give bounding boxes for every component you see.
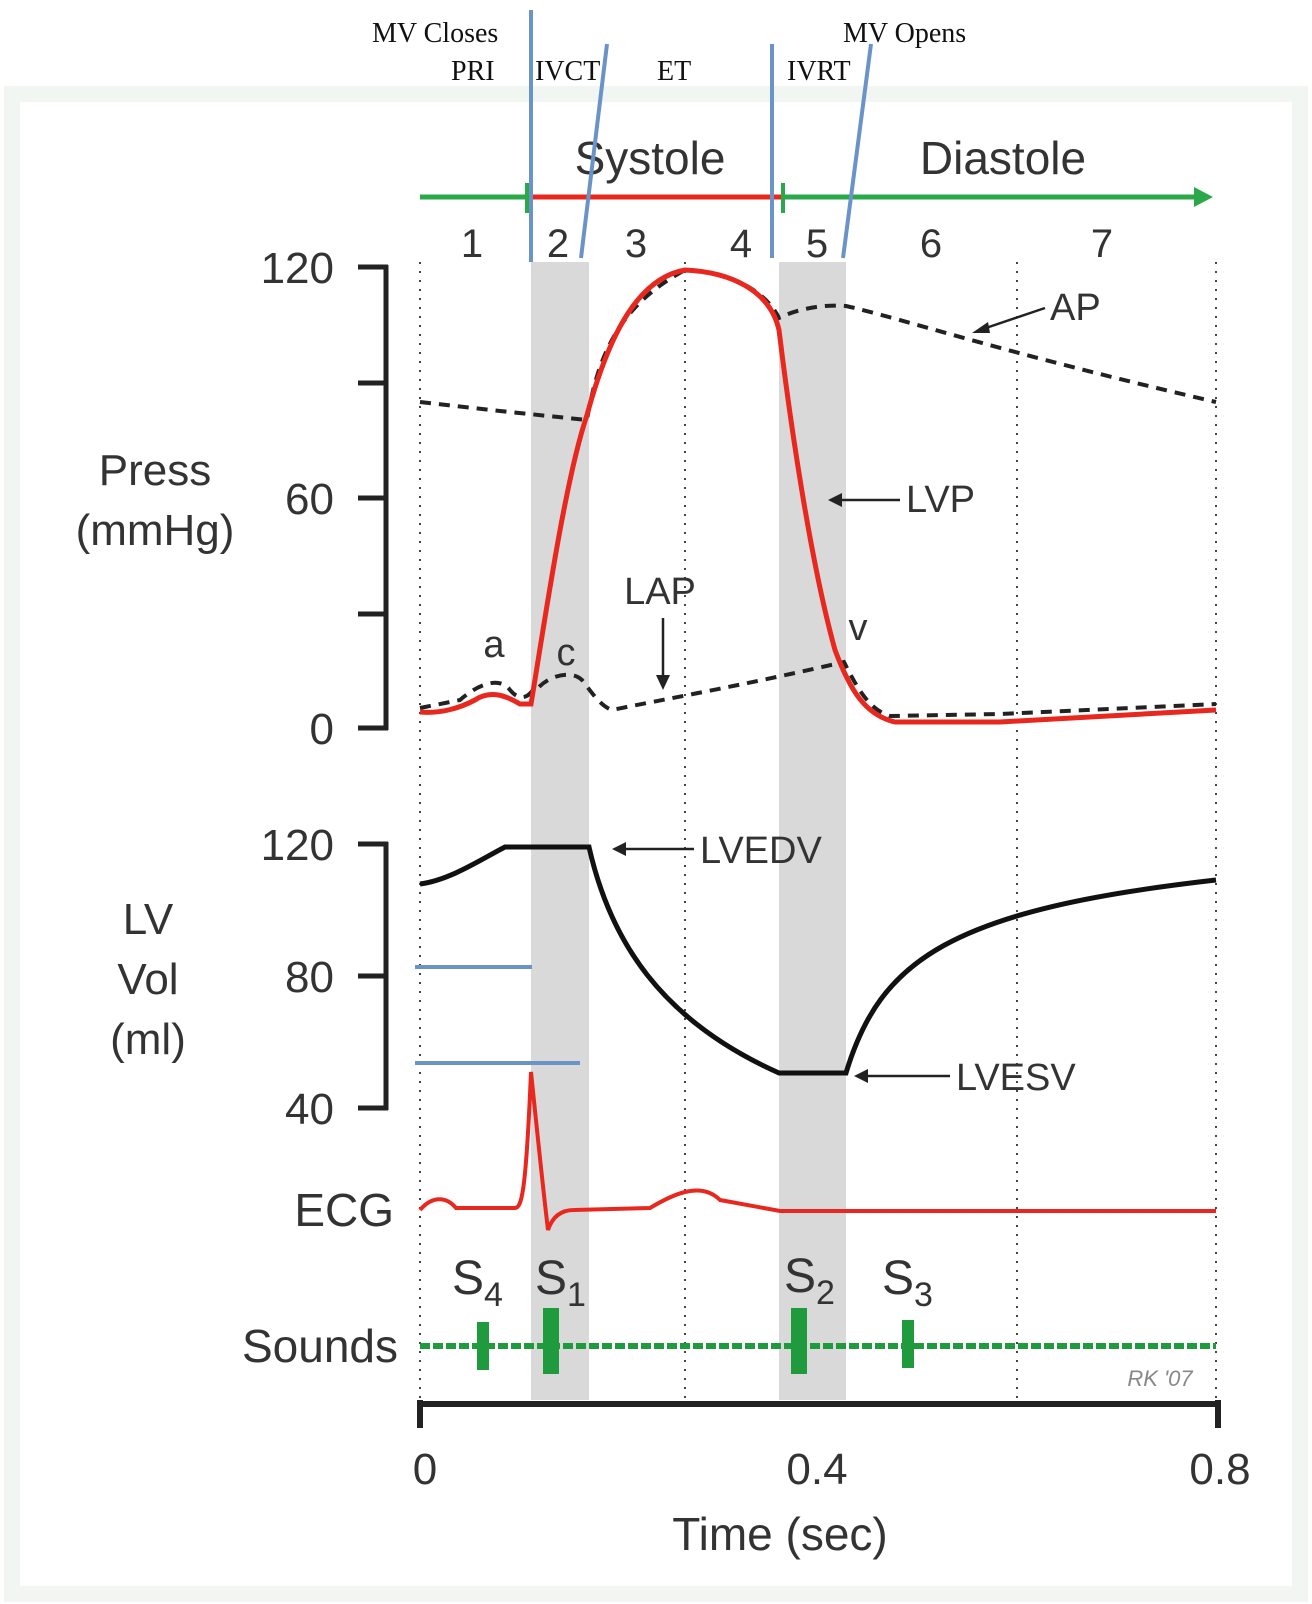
- phase-numbers: 1 2 3 4 5 6 7: [461, 222, 1113, 266]
- volume-tick: 40: [285, 1085, 334, 1134]
- time-axis-label: Time (sec): [672, 1508, 888, 1560]
- systole-label: Systole: [575, 132, 726, 184]
- s1-marker: [543, 1308, 559, 1374]
- lvp-label: LVP: [906, 479, 975, 521]
- pressure-tick: 60: [285, 475, 334, 524]
- s4-marker: [477, 1322, 489, 1370]
- frame-inner: [20, 102, 1292, 1586]
- s3-marker: [902, 1320, 914, 1368]
- ap-label: AP: [1050, 287, 1101, 329]
- guide-lines: [419, 262, 1217, 1400]
- volume-tick: 120: [261, 821, 334, 870]
- volume-tick: 80: [285, 953, 334, 1002]
- phase-number: 4: [730, 222, 752, 266]
- ap-arrow-icon: [979, 306, 1046, 332]
- phase-number: 7: [1091, 222, 1113, 266]
- phase-number: 3: [625, 222, 647, 266]
- time-tick: 0.8: [1189, 1445, 1250, 1494]
- annotation-lines: [415, 10, 873, 1065]
- time-axis: [417, 1400, 1221, 1428]
- pressure-axis-unit: (mmHg): [76, 506, 235, 555]
- pressure-tick: 0: [310, 705, 334, 754]
- pressure-tick: 120: [261, 244, 334, 293]
- s2-label: S2: [784, 1250, 835, 1312]
- phase-number: 6: [920, 222, 942, 266]
- author-signature: RK '07: [1127, 1366, 1193, 1391]
- lvp-arrowhead-icon: [828, 493, 842, 507]
- volume-axis-label: LV: [123, 895, 174, 944]
- et-label: ET: [657, 56, 691, 87]
- lap-arrowhead-icon: [656, 675, 670, 690]
- annotation-labels: MV Closes MV Opens PRI IVCT ET IVRT: [372, 18, 966, 87]
- lap-curve: [419, 659, 1217, 719]
- volume-axis: [358, 841, 389, 1111]
- lvp-curve: [419, 267, 1217, 725]
- volume-axis-unit: (ml): [110, 1015, 186, 1064]
- lvedv-arrowhead-icon: [612, 842, 626, 856]
- wave-c-label: c: [557, 632, 576, 674]
- wave-v-label: v: [849, 607, 868, 649]
- time-tick: 0.4: [786, 1445, 847, 1494]
- pressure-axis-label: Press: [99, 446, 211, 495]
- s3-label: S3: [882, 1252, 933, 1314]
- s1-label: S1: [535, 1252, 586, 1314]
- wave-a-label: a: [483, 624, 505, 666]
- lvesv-arrowhead-icon: [854, 1069, 868, 1083]
- ivct-label: IVCT: [535, 56, 600, 87]
- s4-label: S4: [452, 1252, 503, 1314]
- time-tick: 0: [413, 1445, 437, 1494]
- ap-arrowhead-icon: [972, 322, 990, 333]
- mv-opens-label: MV Opens: [843, 18, 966, 49]
- ivrt-label: IVRT: [787, 56, 851, 87]
- phase-number: 5: [806, 222, 828, 266]
- diastole-label: Diastole: [920, 132, 1086, 184]
- phase-number: 2: [547, 222, 569, 266]
- pressure-axis: [358, 264, 389, 731]
- s2-marker: [791, 1308, 807, 1374]
- volume-axis-label: Vol: [117, 955, 178, 1004]
- ecg-trace: [418, 1071, 1216, 1231]
- ecg-label: ECG: [294, 1184, 394, 1236]
- pri-label: PRI: [451, 56, 495, 87]
- phase-number: 1: [461, 222, 483, 266]
- lvesv-label: LVESV: [956, 1057, 1076, 1099]
- lv-volume-curve: [419, 844, 1217, 1076]
- sounds-label: Sounds: [242, 1320, 398, 1372]
- mv-closes-label: MV Closes: [372, 18, 498, 49]
- lvedv-label: LVEDV: [700, 830, 822, 872]
- lap-label: LAP: [624, 571, 696, 613]
